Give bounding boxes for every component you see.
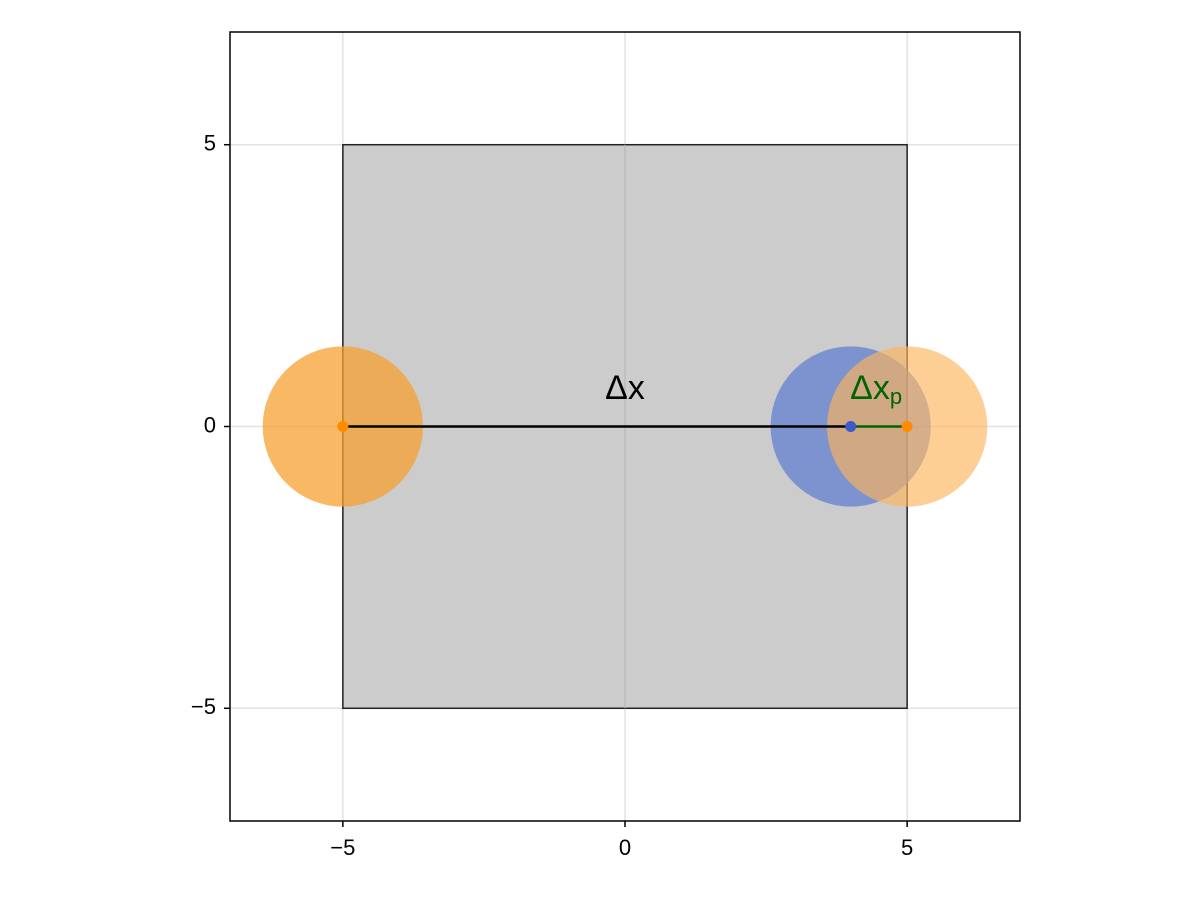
y-tick-label-2: 5 [204,131,216,156]
x-tick-label-0: −5 [330,835,355,860]
point-blue [845,421,857,432]
delta-x-label: Δx [605,369,645,407]
x-tick-label-2: 5 [901,835,913,860]
y-tick-label-0: −5 [191,694,216,719]
point-layer [337,421,913,432]
x-tick-label-1: 0 [619,835,631,860]
point-right [901,421,913,432]
y-tick-label-1: 0 [204,412,216,437]
tick-layer: −5 0 5 −5 0 5 [191,131,913,860]
delta-xp-label-subscript: p [890,384,902,409]
point-left [337,421,349,432]
